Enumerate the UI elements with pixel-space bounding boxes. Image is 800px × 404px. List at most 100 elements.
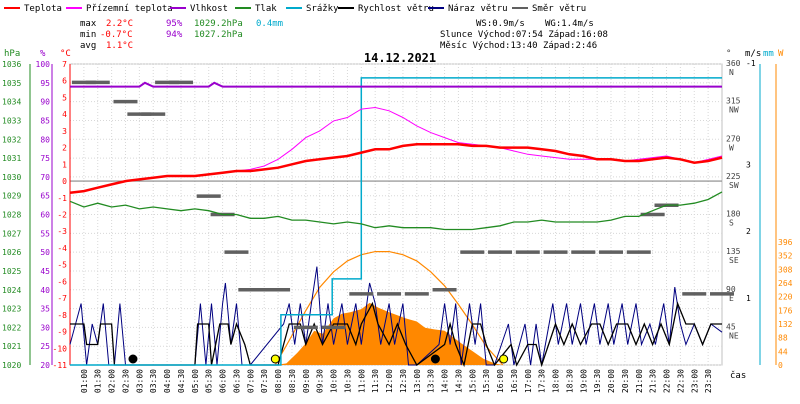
tick-hpa-11: 1025 <box>2 267 21 276</box>
tick-hpa-12: 1024 <box>2 286 21 295</box>
stat-wg: WG:1.4m/s <box>545 19 594 29</box>
stat-sun: Slunce Východ:07:54 Západ:16:08 <box>440 30 608 40</box>
tick-w-1: 352 <box>778 252 793 261</box>
tick-pct-0: 100 <box>36 60 51 69</box>
tick-degc-15: -8 <box>57 311 67 320</box>
tick-pct-2: 90 <box>40 98 50 107</box>
tick-time-5: 03:30 <box>149 369 158 393</box>
chart-title: 14.12.2021 <box>364 51 436 65</box>
tick-dir-label-0: N <box>729 68 734 77</box>
tick-time-11: 06:30 <box>232 369 241 393</box>
legend-label-6: Náraz větru <box>448 4 508 14</box>
solar-theoretical-line <box>274 251 504 366</box>
tick-time-21: 11:30 <box>371 369 380 393</box>
tick-time-17: 09:30 <box>316 369 325 393</box>
tick-time-8: 05:00 <box>191 369 200 393</box>
tick-w-5: 176 <box>778 306 793 315</box>
tick-pct-12: 40 <box>40 286 50 295</box>
tick-time-29: 15:30 <box>482 369 491 393</box>
legend-label-0: Teplota <box>24 4 62 14</box>
tick-pct-6: 70 <box>40 173 50 182</box>
tick-degc-8: -1 <box>57 194 67 203</box>
tick-dir-1: 315 <box>726 97 741 106</box>
tick-dir-3: 225 <box>726 172 741 181</box>
legend-label-1: Přízemní teplota <box>86 4 173 14</box>
tick-hpa-1: 1035 <box>2 79 21 88</box>
y-axes: 1036103510341033103210311030102910281027… <box>2 59 793 370</box>
tick-hpa-9: 1027 <box>2 229 21 238</box>
tick-dir-label-6: E <box>729 294 734 303</box>
tick-time-4: 03:00 <box>135 369 144 393</box>
tick-time-27: 14:30 <box>454 369 463 393</box>
axis-title-ms: m/s <box>745 49 761 59</box>
legend-label-3: Tlak <box>255 4 277 14</box>
tick-time-16: 09:00 <box>302 369 311 393</box>
axis-title-degc: °C <box>60 49 71 59</box>
temp-line <box>69 143 723 195</box>
tick-time-43: 22:30 <box>676 369 685 393</box>
tick-time-3: 02:30 <box>121 369 130 393</box>
tick-pct-15: 25 <box>40 342 50 351</box>
axis-title-time: čas <box>730 370 746 381</box>
stat-max-rain: 0.4mm <box>256 19 283 29</box>
tick-degc-9: -2 <box>57 211 67 220</box>
tick-pct-7: 65 <box>40 192 50 201</box>
legend: Teplota Přízemní teplota Vlhkost Tlak Srážky… <box>4 4 586 14</box>
tick-time-14: 08:00 <box>274 369 283 393</box>
tick-hpa-6: 1030 <box>2 173 21 182</box>
stat-max-pres: 1029.2hPa <box>194 19 243 29</box>
tick-pct-3: 85 <box>40 116 50 125</box>
tick-w-7: 88 <box>778 334 788 343</box>
tick-degc-16: -9 <box>57 328 67 337</box>
tick-hpa-5: 1031 <box>2 154 21 163</box>
tick-hpa-8: 1028 <box>2 211 21 220</box>
tick-time-42: 22:00 <box>663 369 672 393</box>
tick-time-23: 12:30 <box>399 369 408 393</box>
tick-time-44: 23:00 <box>690 369 699 393</box>
tick-hpa-3: 1033 <box>2 116 21 125</box>
tick-degc-11: -4 <box>57 244 67 253</box>
tick-hpa-4: 1032 <box>2 135 21 144</box>
wind-speed-line <box>70 301 722 368</box>
pressure-line <box>69 191 723 231</box>
tick-time-20: 11:00 <box>357 369 366 393</box>
tick-pct-4: 80 <box>40 135 50 144</box>
tick-pct-16: 20 <box>40 361 50 370</box>
stat-min-pres: 1027.2hPa <box>194 30 243 40</box>
tick-pct-8: 60 <box>40 211 50 220</box>
stat-max-label: max <box>80 19 97 29</box>
tick-time-36: 19:00 <box>579 369 588 393</box>
tick-pct-5: 75 <box>40 154 50 163</box>
tick-hpa-13: 1023 <box>2 305 21 314</box>
tick-hpa-0: 1036 <box>2 60 21 69</box>
tick-time-28: 15:00 <box>468 369 477 393</box>
tick-dir-label-2: W <box>729 143 734 152</box>
wind-gust-line <box>69 266 723 366</box>
tick-w-2: 308 <box>778 265 793 274</box>
tick-time-45: 23:30 <box>704 369 713 393</box>
stat-min-hum: 94% <box>166 30 183 40</box>
tick-time-33: 17:30 <box>538 369 547 393</box>
tick-pct-9: 55 <box>40 229 50 238</box>
tick-pct-13: 35 <box>40 305 50 314</box>
tick-time-24: 13:00 <box>413 369 422 393</box>
tick-dir-label-7: NE <box>729 331 739 340</box>
tick-time-32: 17:00 <box>524 369 533 393</box>
tick-w-6: 132 <box>778 320 793 329</box>
tick-time-15: 08:30 <box>288 369 297 393</box>
tick-time-18: 10:00 <box>330 369 339 393</box>
axis-title-dir: ° <box>726 49 731 59</box>
tick-time-34: 18:00 <box>552 369 561 393</box>
tick-dir-label-1: NW <box>729 106 739 115</box>
tick-dir-5: 135 <box>726 247 741 256</box>
tick-dir-4: 180 <box>726 210 741 219</box>
tick-degc-4: 3 <box>62 127 67 136</box>
tick-hpa-7: 1029 <box>2 192 21 201</box>
legend-label-7: Směr větru <box>532 4 586 14</box>
tick-w-9: 0 <box>778 361 783 370</box>
sunset-marker <box>499 354 509 364</box>
tick-pct-10: 50 <box>40 248 50 257</box>
tick-degc-0: 7 <box>62 60 67 69</box>
tick-degc-3: 4 <box>62 110 67 119</box>
